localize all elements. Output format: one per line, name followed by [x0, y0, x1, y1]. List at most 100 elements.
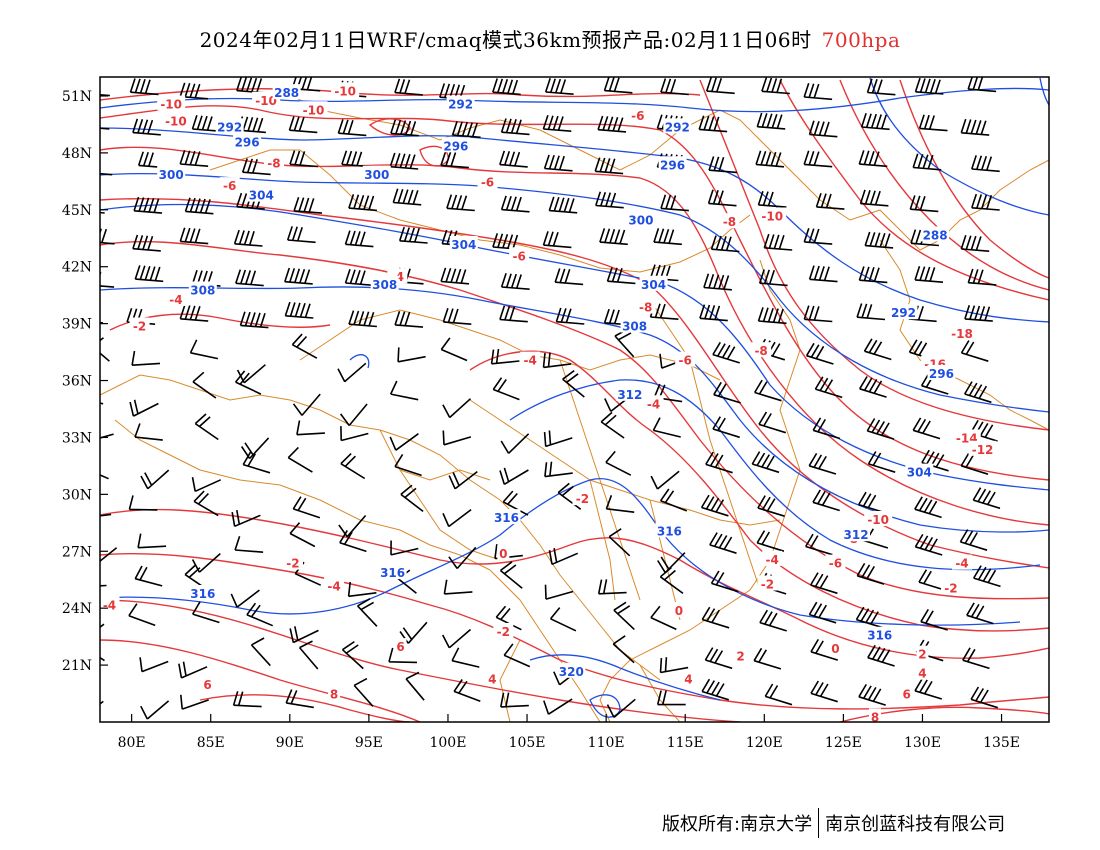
wind-barb: [442, 307, 472, 325]
wind-barb: [600, 411, 625, 439]
wind-barb: [803, 305, 833, 323]
wind-barb: [234, 536, 264, 553]
wind-barb: [805, 342, 834, 365]
temperature-label-bg: [829, 640, 842, 656]
wind-barb: [131, 350, 161, 366]
wind-barb: [289, 522, 316, 548]
wind-barb: [603, 308, 633, 326]
wind-barb: [751, 451, 780, 474]
temperature-label: -4: [647, 397, 660, 411]
temperature-label: -6: [631, 109, 644, 123]
geopotential-label-bg: [615, 385, 644, 401]
geopotential-label: 316: [190, 587, 215, 601]
geopotential-label-bg: [492, 509, 521, 525]
wind-barb: [284, 301, 314, 319]
wind-barb: [137, 151, 167, 169]
geopotential-label: 296: [235, 136, 260, 150]
temperature-label: -18: [951, 327, 973, 341]
wind-barb: [803, 227, 833, 245]
wind-barb: [543, 430, 573, 448]
temperature-label: -4: [169, 293, 182, 307]
wind-barb: [971, 155, 1000, 173]
height-contour: [529, 654, 721, 701]
wind-barb: [703, 273, 732, 291]
wind-barb: [542, 115, 572, 132]
wind-barb: [910, 229, 939, 247]
wind-barb: [293, 196, 323, 214]
wind-barb: [442, 398, 472, 419]
wind-barb: [397, 347, 426, 363]
wind-barb: [710, 235, 740, 253]
wind-barb: [137, 533, 167, 549]
wind-barb: [814, 376, 843, 399]
copyright-owner: 版权所有:南京大学: [662, 814, 813, 835]
wind-barb: [660, 78, 689, 96]
wind-barb: [964, 304, 993, 322]
temperature-label-bg: [968, 440, 997, 456]
temperature-label: -8: [723, 215, 736, 229]
wind-barb: [914, 533, 943, 556]
temp-contour: [100, 639, 421, 722]
wind-barb: [341, 640, 364, 670]
lon-tick-label: 105E: [509, 735, 546, 751]
wind-barb: [613, 601, 635, 630]
wind-barb: [964, 381, 992, 404]
wind-barb: [500, 433, 530, 454]
wind-barb: [707, 189, 737, 207]
temperature-label: -10: [160, 98, 182, 112]
lon-tick-label: 115E: [667, 735, 704, 751]
wind-barb: [962, 647, 990, 670]
wind-barb: [554, 268, 584, 286]
wind-barb: [492, 377, 520, 401]
wind-barb: [100, 547, 118, 563]
height-contour: [100, 172, 1049, 413]
wind-barb: [918, 114, 948, 132]
tibet-outline: [114, 419, 491, 571]
wind-barb: [544, 78, 574, 95]
wind-barb: [542, 352, 572, 369]
temperature-label: 8: [871, 710, 879, 724]
temperature-label-bg: [219, 177, 240, 193]
wind-barb: [966, 602, 994, 625]
geopotential-label-bg: [233, 133, 262, 149]
temperature-label: -10: [255, 94, 277, 108]
temp-contour: [100, 197, 1049, 569]
province-line-4: [649, 299, 761, 591]
wind-barb: [129, 78, 159, 96]
wind-barb: [543, 698, 573, 715]
footer-separator: [818, 808, 820, 838]
geopotential-label-bg: [620, 317, 649, 333]
temperature-label: 0: [499, 547, 507, 561]
wind-barb: [100, 584, 107, 587]
temperature-label: 6: [902, 688, 910, 702]
geopotential-label-bg: [921, 226, 950, 242]
wind-barb: [100, 656, 105, 662]
wind-barb: [549, 607, 577, 632]
wind-barb: [189, 339, 219, 360]
wind-barb: [389, 433, 419, 451]
wind-barb: [605, 450, 632, 476]
height-contour: [589, 694, 621, 718]
temperature-label-bg: [477, 173, 498, 189]
wind-barb: [860, 113, 890, 131]
wind-barb: [440, 267, 470, 285]
wind-barb: [659, 488, 688, 512]
wind-barb: [544, 584, 574, 600]
temperature-label: -4: [766, 553, 779, 567]
wind-barb: [231, 509, 261, 528]
temperature-label: -2: [576, 492, 589, 506]
temperature-label: -10: [761, 209, 783, 223]
geopotential-label: 316: [380, 566, 405, 580]
temperature-label: -12: [972, 443, 994, 457]
province-line-3: [559, 359, 641, 601]
wind-barb: [855, 606, 884, 629]
geopotential-label-bg: [889, 304, 918, 320]
geopotential-label-bg: [446, 95, 475, 111]
wind-barb: [700, 494, 729, 517]
lon-tick-label: 80E: [118, 735, 146, 751]
temperature-label: -6: [679, 354, 692, 368]
wind-barb: [603, 77, 633, 94]
geopotential-label: 296: [660, 158, 685, 172]
temperature-label: -8: [267, 156, 280, 170]
temperature-label-bg: [751, 342, 772, 358]
